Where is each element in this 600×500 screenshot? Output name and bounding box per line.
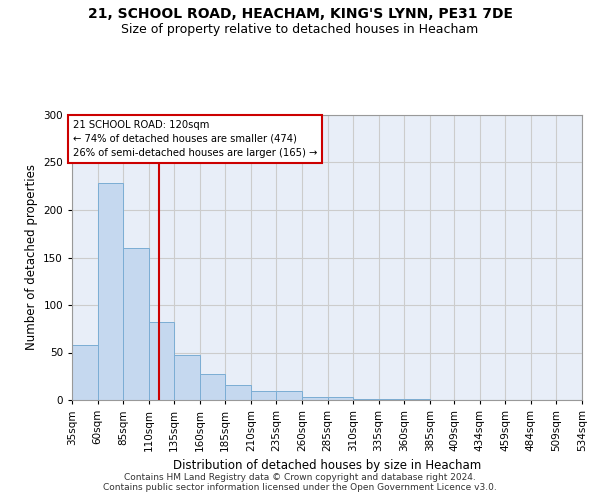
Bar bbox=[302, 397, 328, 400]
Bar bbox=[226, 385, 251, 400]
Bar bbox=[98, 184, 123, 400]
Bar bbox=[200, 374, 226, 400]
Text: Size of property relative to detached houses in Heacham: Size of property relative to detached ho… bbox=[121, 22, 479, 36]
Text: 21 SCHOOL ROAD: 120sqm
← 74% of detached houses are smaller (474)
26% of semi-de: 21 SCHOOL ROAD: 120sqm ← 74% of detached… bbox=[73, 120, 317, 158]
Bar bbox=[404, 399, 430, 400]
Bar bbox=[251, 392, 277, 400]
Bar bbox=[353, 399, 379, 400]
Text: Contains HM Land Registry data © Crown copyright and database right 2024.
Contai: Contains HM Land Registry data © Crown c… bbox=[103, 473, 497, 492]
Y-axis label: Number of detached properties: Number of detached properties bbox=[25, 164, 38, 350]
Bar bbox=[277, 392, 302, 400]
X-axis label: Distribution of detached houses by size in Heacham: Distribution of detached houses by size … bbox=[173, 460, 481, 472]
Bar bbox=[72, 345, 98, 400]
Text: 21, SCHOOL ROAD, HEACHAM, KING'S LYNN, PE31 7DE: 21, SCHOOL ROAD, HEACHAM, KING'S LYNN, P… bbox=[88, 8, 512, 22]
Bar bbox=[174, 356, 200, 400]
Bar bbox=[379, 399, 404, 400]
Bar bbox=[328, 397, 353, 400]
Bar bbox=[123, 248, 149, 400]
Bar bbox=[149, 322, 174, 400]
